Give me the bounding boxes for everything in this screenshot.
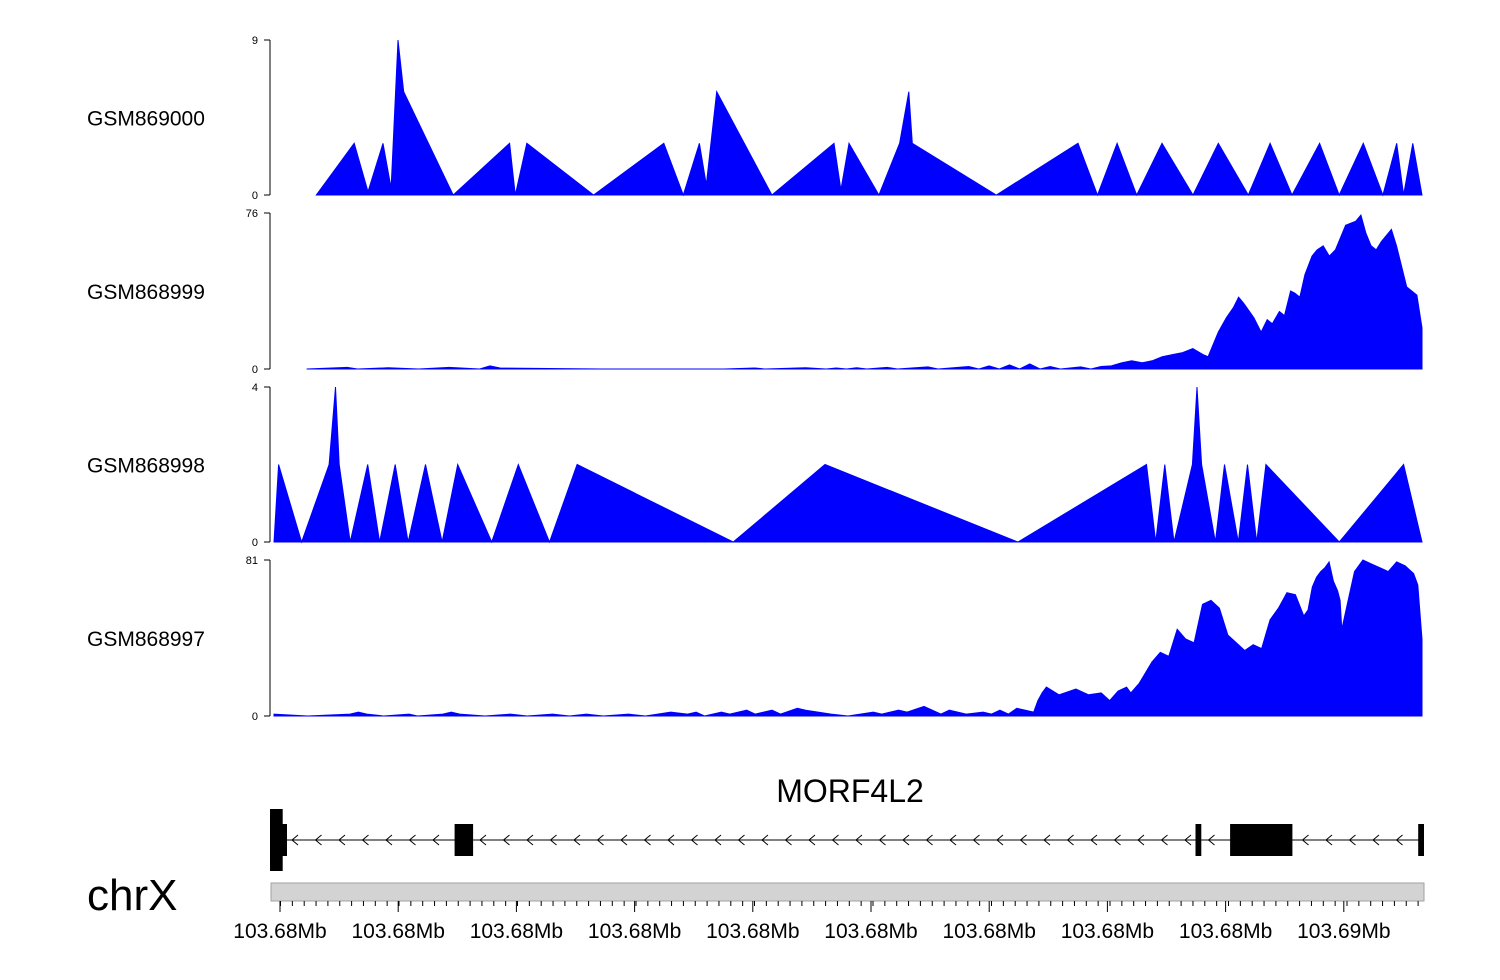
y-tick-label: 0 (252, 537, 258, 549)
strand-arrow (737, 834, 745, 846)
strand-arrow (1325, 834, 1333, 846)
strand-arrow (596, 834, 604, 846)
strand-arrow (784, 834, 792, 846)
y-tick-label: 0 (252, 364, 258, 376)
strand-arrow (878, 834, 886, 846)
strand-arrow (1043, 834, 1051, 846)
strand-arrow (690, 834, 698, 846)
gene-name-label: MORF4L2 (776, 773, 924, 809)
track-GSM868997: GSM868997 81 0 (87, 555, 1423, 723)
strand-arrow (902, 834, 910, 846)
strand-arrow (808, 834, 816, 846)
strand-arrow (526, 834, 534, 846)
y-tick-label: 76 (246, 208, 258, 220)
exon-block (454, 824, 474, 856)
coverage-area (273, 559, 1423, 717)
x-tick-label: 103.68Mb (824, 920, 917, 943)
x-tick-label: 103.68Mb (1061, 920, 1154, 943)
track-GSM869000: GSM869000 9 0 (87, 35, 1423, 202)
strand-arrow (831, 834, 839, 846)
exon-block (282, 824, 287, 856)
strand-arrow (1184, 834, 1192, 846)
exon-block (1418, 824, 1424, 856)
x-tick-label: 103.68Mb (942, 920, 1035, 943)
x-tick-label: 103.68Mb (588, 920, 681, 943)
strand-arrow (408, 834, 416, 846)
strand-arrow (385, 834, 393, 846)
exon-block (270, 809, 283, 871)
strand-arrow (1066, 834, 1074, 846)
x-tick-label: 103.69Mb (1297, 920, 1390, 943)
track-label: GSM869000 (87, 108, 205, 131)
strand-arrow (361, 834, 369, 846)
strand-arrow (972, 834, 980, 846)
strand-arrow (432, 834, 440, 846)
strand-arrow (1160, 834, 1168, 846)
gene-track: MORF4L2 (270, 773, 1424, 871)
strand-arrow (479, 834, 487, 846)
strand-arrow (1019, 834, 1027, 846)
x-tick-label: 103.68Mb (1179, 920, 1272, 943)
strand-arrow (1137, 834, 1145, 846)
strand-arrow (1207, 834, 1215, 846)
track-GSM868998: GSM868998 4 0 (87, 382, 1423, 549)
strand-arrow (855, 834, 863, 846)
strand-arrow (1372, 834, 1380, 846)
data-tracks: GSM86900090GSM868999760GSM86899840GSM868… (87, 35, 1423, 723)
track-label: GSM868997 (87, 628, 205, 651)
y-tick-label: 4 (252, 382, 258, 394)
strand-arrow (1395, 834, 1403, 846)
coverage-area (315, 39, 1423, 197)
strand-arrow (573, 834, 581, 846)
strand-arrow (1348, 834, 1356, 846)
strand-arrow (761, 834, 769, 846)
strand-arrow (667, 834, 675, 846)
coverage-area (273, 386, 1423, 544)
x-tick-label: 103.68Mb (233, 920, 326, 943)
strand-arrow (291, 834, 299, 846)
strand-arrow (314, 834, 322, 846)
strand-arrow (1090, 834, 1098, 846)
chromosome-band (270, 882, 1425, 902)
y-tick-label: 81 (246, 555, 258, 567)
track-label: GSM868998 (87, 455, 205, 478)
coverage-area (306, 214, 1423, 370)
strand-arrow (996, 834, 1004, 846)
genome-axis: chrX 103.68Mb 103.68Mb 103.68Mb 103.68Mb 103… (87, 871, 1425, 943)
y-tick-label: 0 (252, 711, 258, 723)
y-tick-label: 9 (252, 35, 258, 47)
strand-arrow (714, 834, 722, 846)
strand-arrow (1113, 834, 1121, 846)
x-tick-label: 103.68Mb (706, 920, 799, 943)
strand-arrow (620, 834, 628, 846)
chromosome-label: chrX (87, 871, 177, 920)
track-GSM868999: GSM868999 76 0 (87, 208, 1423, 376)
x-tick-label: 103.68Mb (351, 920, 444, 943)
strand-arrow (1301, 834, 1309, 846)
x-tick-label: 103.68Mb (470, 920, 563, 943)
strand-arrow (643, 834, 651, 846)
strand-arrow (338, 834, 346, 846)
strand-arrow (502, 834, 510, 846)
exon-block (1195, 824, 1202, 856)
y-tick-label: 0 (252, 190, 258, 202)
strand-arrow (549, 834, 557, 846)
track-label: GSM868999 (87, 281, 205, 304)
exon-block (1230, 824, 1293, 856)
strand-arrow (949, 834, 957, 846)
strand-arrow (925, 834, 933, 846)
